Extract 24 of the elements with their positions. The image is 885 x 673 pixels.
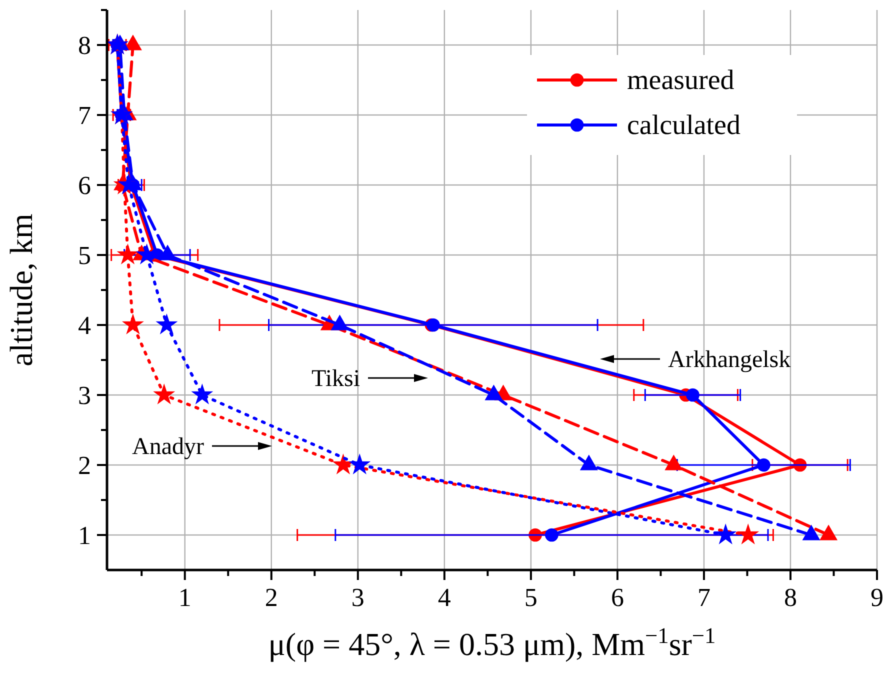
- x-tick-label: 4: [438, 583, 451, 612]
- y-tick-label: 2: [78, 451, 91, 480]
- legend-label: measured: [627, 65, 734, 96]
- x-tick-label: 3: [351, 583, 364, 612]
- y-axis-title: altitude, km: [3, 213, 39, 366]
- x-tick-label: 9: [870, 583, 884, 612]
- annotation: Arkhangelsk: [668, 347, 791, 373]
- x-tick-label: 1: [178, 583, 192, 612]
- y-tick-label: 3: [78, 381, 91, 410]
- x-tick-label: 7: [697, 583, 710, 612]
- x-tick-label: 2: [264, 583, 278, 612]
- y-tick-label: 1: [78, 521, 91, 550]
- x-tick-label: 8: [784, 583, 797, 612]
- x-tick-label: 6: [610, 583, 624, 612]
- x-axis-title: μ(φ = 45°, λ = 0.53 μm), Mm$^{−1}$sr$^{−1}$: [268, 622, 716, 662]
- y-tick-label: 4: [78, 311, 91, 340]
- annotation: Tiksi: [312, 366, 360, 392]
- x-tick-label: 5: [524, 583, 538, 612]
- y-tick-label: 6: [78, 171, 91, 200]
- y-tick-label: 7: [78, 101, 91, 130]
- y-tick-label: 8: [78, 31, 91, 60]
- legend-label: calculated: [627, 110, 740, 141]
- y-tick-label: 5: [78, 241, 91, 270]
- annotation: Anadyr: [132, 434, 204, 460]
